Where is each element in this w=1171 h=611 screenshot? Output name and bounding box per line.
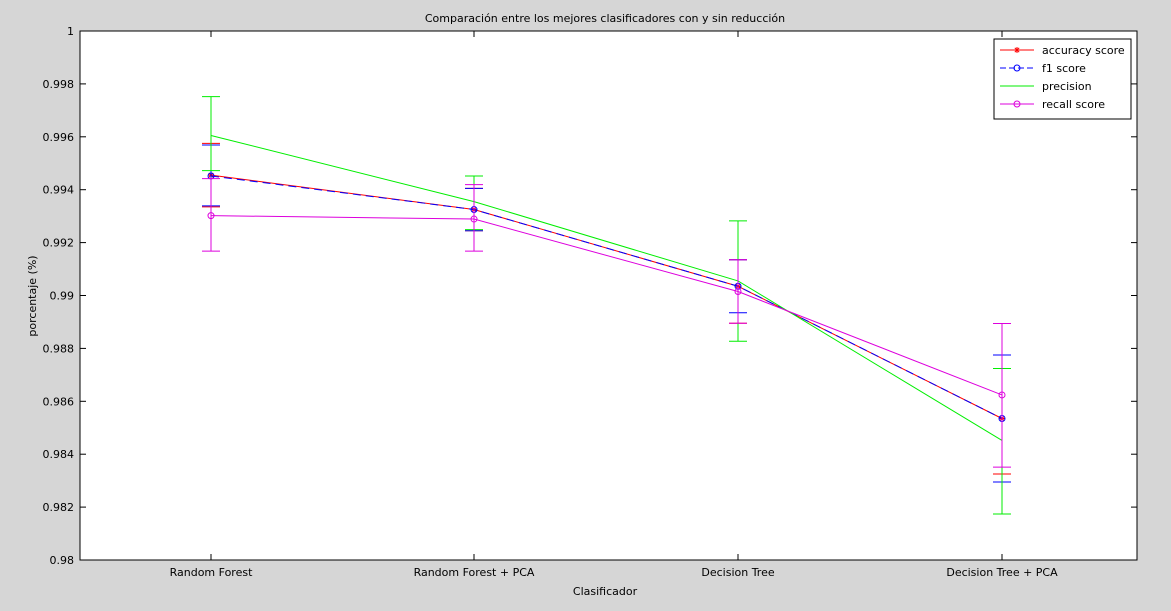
y-tick-label: 0.984 xyxy=(43,448,75,461)
legend-label: recall score xyxy=(1042,98,1105,111)
y-tick-label: 0.996 xyxy=(43,131,75,144)
legend-item: accuracy score xyxy=(1000,44,1125,57)
legend-item: f1 score xyxy=(1000,62,1086,75)
axes-layer: 0.98 0.982 0.984 0.986 0.988 0.99 0.992 0.994 0.… xyxy=(43,25,1137,579)
legend-label: accuracy score xyxy=(1042,44,1125,57)
y-tick-label: 0.982 xyxy=(43,501,75,514)
x-tick-label: Random Forest xyxy=(170,566,253,579)
y-tick-label: 0.998 xyxy=(43,78,75,91)
y-tick-label: 0.992 xyxy=(43,237,75,250)
legend-marker xyxy=(1014,47,1020,53)
x-axis-title: Clasificador xyxy=(573,585,638,598)
y-tick-label: 0.99 xyxy=(50,290,75,303)
data-point xyxy=(998,391,1006,399)
x-tick-label: Decision Tree xyxy=(701,566,774,579)
legend-marker xyxy=(1013,64,1021,72)
legend-item: recall score xyxy=(1000,98,1105,111)
series-layer xyxy=(202,96,1011,515)
y-tick-label: 0.98 xyxy=(50,554,75,567)
legend-item: precision xyxy=(1000,80,1092,93)
legend-label: precision xyxy=(1042,80,1092,93)
y-tick-label: 0.988 xyxy=(43,342,75,355)
x-tick-label: Random Forest + PCA xyxy=(414,566,535,579)
y-tick-label: 1 xyxy=(67,25,74,38)
legend: accuracy score f1 score precision recall sc… xyxy=(993,38,1132,120)
chart-title: Comparación entre los mejores clasificad… xyxy=(425,12,785,25)
legend-label: f1 score xyxy=(1042,62,1086,75)
y-tick-label: 0.994 xyxy=(43,184,75,197)
data-point xyxy=(207,212,215,220)
series-line xyxy=(210,175,1003,419)
x-tick-label: Decision Tree + PCA xyxy=(946,566,1058,579)
data-point xyxy=(470,215,478,223)
plot-area xyxy=(79,30,1138,561)
series-line xyxy=(210,134,1003,441)
data-point xyxy=(734,288,742,296)
series-recall-score xyxy=(202,178,1011,468)
series-line xyxy=(210,215,1003,396)
y-axis-title: porcentaje (%) xyxy=(26,255,39,336)
y-tick-label: 0.986 xyxy=(43,395,75,408)
legend-marker xyxy=(1013,100,1021,108)
